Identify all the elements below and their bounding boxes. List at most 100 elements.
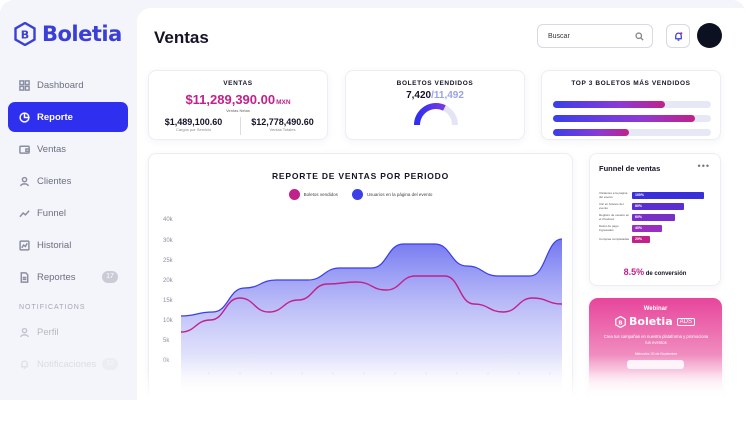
y-tick-label: 25k (163, 258, 174, 264)
search-input[interactable] (548, 29, 628, 43)
search-box[interactable] (537, 24, 653, 48)
top3-bar-fill (553, 129, 629, 136)
top3-card-title: TOP 3 BOLETOS MÁS VENDIDOS (571, 80, 691, 87)
svg-text:B: B (618, 320, 622, 326)
ventas-card: VENTAS $11,289,390.00MXN Ventas Netas $1… (148, 70, 328, 140)
top3-bar-2 (553, 115, 711, 122)
notifications-button[interactable] (666, 24, 690, 48)
y-tick-label: 20k (163, 278, 174, 284)
avatar[interactable] (697, 23, 722, 48)
y-tick-label: 10k (163, 318, 174, 324)
sidebar-item-funnel[interactable]: Funnel (8, 198, 128, 228)
funnel-bar: 80% (632, 203, 684, 210)
svg-text:B: B (21, 29, 29, 42)
more-options-icon[interactable]: ••• (697, 161, 710, 171)
sidebar-item-historial[interactable]: Historial (8, 230, 128, 260)
ventas-netas-amount: $11,289,390.00MXN (149, 92, 327, 107)
ads-tag: ADS (676, 317, 695, 326)
boletos-total-value: /11,492 (431, 90, 464, 101)
trend-icon (19, 209, 30, 217)
conversion-rate: 8.5% de conversión (590, 267, 720, 277)
funnel-row: Compras completadas 20% (599, 236, 650, 243)
boletos-card: BOLETOS VENDIDOS 7,420/11,492 (345, 70, 525, 140)
page-title: Ventas (154, 28, 209, 47)
brand-name: Boletia (42, 22, 122, 46)
chart-title: REPORTE DE VENTAS POR PERIODO (271, 171, 449, 181)
funnel-card: Funnel de ventas ••• Visitantes a la pág… (589, 153, 721, 286)
sidebar-item-ventas[interactable]: Ventas (8, 134, 128, 164)
sidebar-item-perfil[interactable]: Perfil (8, 317, 128, 347)
history-icon (19, 239, 30, 251)
currency-label: MXN (276, 99, 291, 106)
y-tick-label: 5k (163, 338, 170, 344)
sidebar-item-label: Clientes (37, 175, 72, 187)
sidebar-item-label: Dashboard (37, 79, 84, 91)
boletos-gauge (414, 103, 458, 126)
ventas-netas-caption: Ventas Netas (226, 108, 250, 113)
top3-bar-1 (553, 101, 711, 108)
boletos-line (180, 275, 563, 333)
sidebar-item-reportes[interactable]: Reportes 17 (8, 262, 128, 292)
y-tick-label: 15k (163, 298, 174, 304)
wallet-icon (19, 145, 30, 154)
main-panel: Ventas VENTAS $11,289,390.00MXN Ventas N… (137, 8, 746, 400)
funnel-row-label: Datos de pago ingresados (599, 224, 619, 232)
top3-bar-fill (553, 115, 696, 122)
ventas-totales-caption: Ventas Totales (269, 127, 296, 132)
breakdown-divider (240, 117, 241, 135)
webinar-date: Miércoles 30 de Noviembre (634, 352, 678, 356)
boletia-hexagon-icon: B (14, 22, 36, 46)
cargos-servicio-caption: Cargos por Servicio (175, 127, 212, 132)
search-icon[interactable] (635, 32, 644, 41)
ventas-totales: $12,778,490.60 Ventas Totales (238, 117, 327, 132)
boletia-logo[interactable]: B Boletia (14, 22, 122, 46)
conversion-pct: 8.5% (623, 267, 645, 277)
sidebar-item-reporte[interactable]: Reporte (8, 102, 128, 132)
top3-bar-3 (553, 129, 711, 136)
app-window: B Boletia Dashboard Reporte Ventas Clien… (0, 0, 746, 400)
boletos-card-title: BOLETOS VENDIDOS (396, 80, 474, 87)
legend-item-boletos[interactable]: Boletos vendidos (288, 189, 338, 200)
y-axis: 40k30k25k20k15k10k5k0k (163, 217, 174, 364)
funnel-bar: 20% (632, 236, 650, 243)
legend-swatch-blue (351, 189, 363, 200)
notificaciones-count-badge: 12 (102, 358, 118, 370)
funnel-row: Visitantes a la página del evento 100% (599, 191, 704, 199)
sidebar-item-notificaciones[interactable]: Notificaciones 12 (8, 349, 128, 379)
ventas-totales-value: $12,778,490.60 (251, 117, 314, 127)
sidebar-item-label: Funnel (37, 207, 67, 219)
report-chart-card: REPORTE DE VENTAS POR PERIODO Boletos ve… (148, 153, 573, 400)
ventas-breakdown: $1,489,100.60 Cargos por Servicio $12,77… (149, 117, 327, 132)
top3-card: TOP 3 BOLETOS MÁS VENDIDOS (541, 70, 721, 140)
bell-icon (21, 359, 28, 369)
cargos-servicio: $1,489,100.60 Cargos por Servicio (149, 117, 238, 132)
chart-legend: Boletos vendidos Usuarios en la página d… (149, 189, 572, 200)
sidebar-item-dashboard[interactable]: Dashboard (8, 70, 128, 100)
sidebar-item-clientes[interactable]: Clientes (8, 166, 128, 196)
conversion-label: de conversión (645, 271, 687, 277)
legend-swatch-pink (288, 189, 300, 200)
sidebar-item-label: Ventas (37, 143, 67, 155)
cargos-servicio-value: $1,489,100.60 (164, 117, 223, 127)
y-tick-label: 40k (163, 217, 174, 223)
webinar-brand: Boletia (629, 315, 673, 328)
ventas-netas-value: $11,289,390.00 (185, 92, 276, 107)
bottom-fade-overlay (137, 370, 746, 400)
boletia-hexagon-icon: B (615, 315, 626, 328)
grid-icon (19, 79, 30, 91)
legend-label: Boletos vendidos (303, 192, 338, 197)
top3-bar-fill (553, 101, 666, 108)
webinar-label: Webinar (643, 306, 668, 312)
webinar-text: Crea tus campañas en nuestra plataforma … (603, 334, 709, 345)
funnel-title: Funnel de ventas (599, 164, 661, 173)
funnel-row: Clic en boletos del evento 80% (599, 202, 684, 210)
sidebar-item-label: Reporte (37, 111, 73, 123)
user-icon (19, 327, 30, 337)
funnel-row-label: Clic en boletos del evento (599, 202, 624, 210)
funnel-bar: 100% (632, 192, 704, 199)
legend-item-usuarios[interactable]: Usuarios en la página del evento (351, 189, 432, 200)
funnel-row-label: Visitantes a la página del evento (599, 191, 628, 199)
bell-icon (675, 32, 683, 41)
reportes-count-badge: 17 (102, 271, 118, 283)
